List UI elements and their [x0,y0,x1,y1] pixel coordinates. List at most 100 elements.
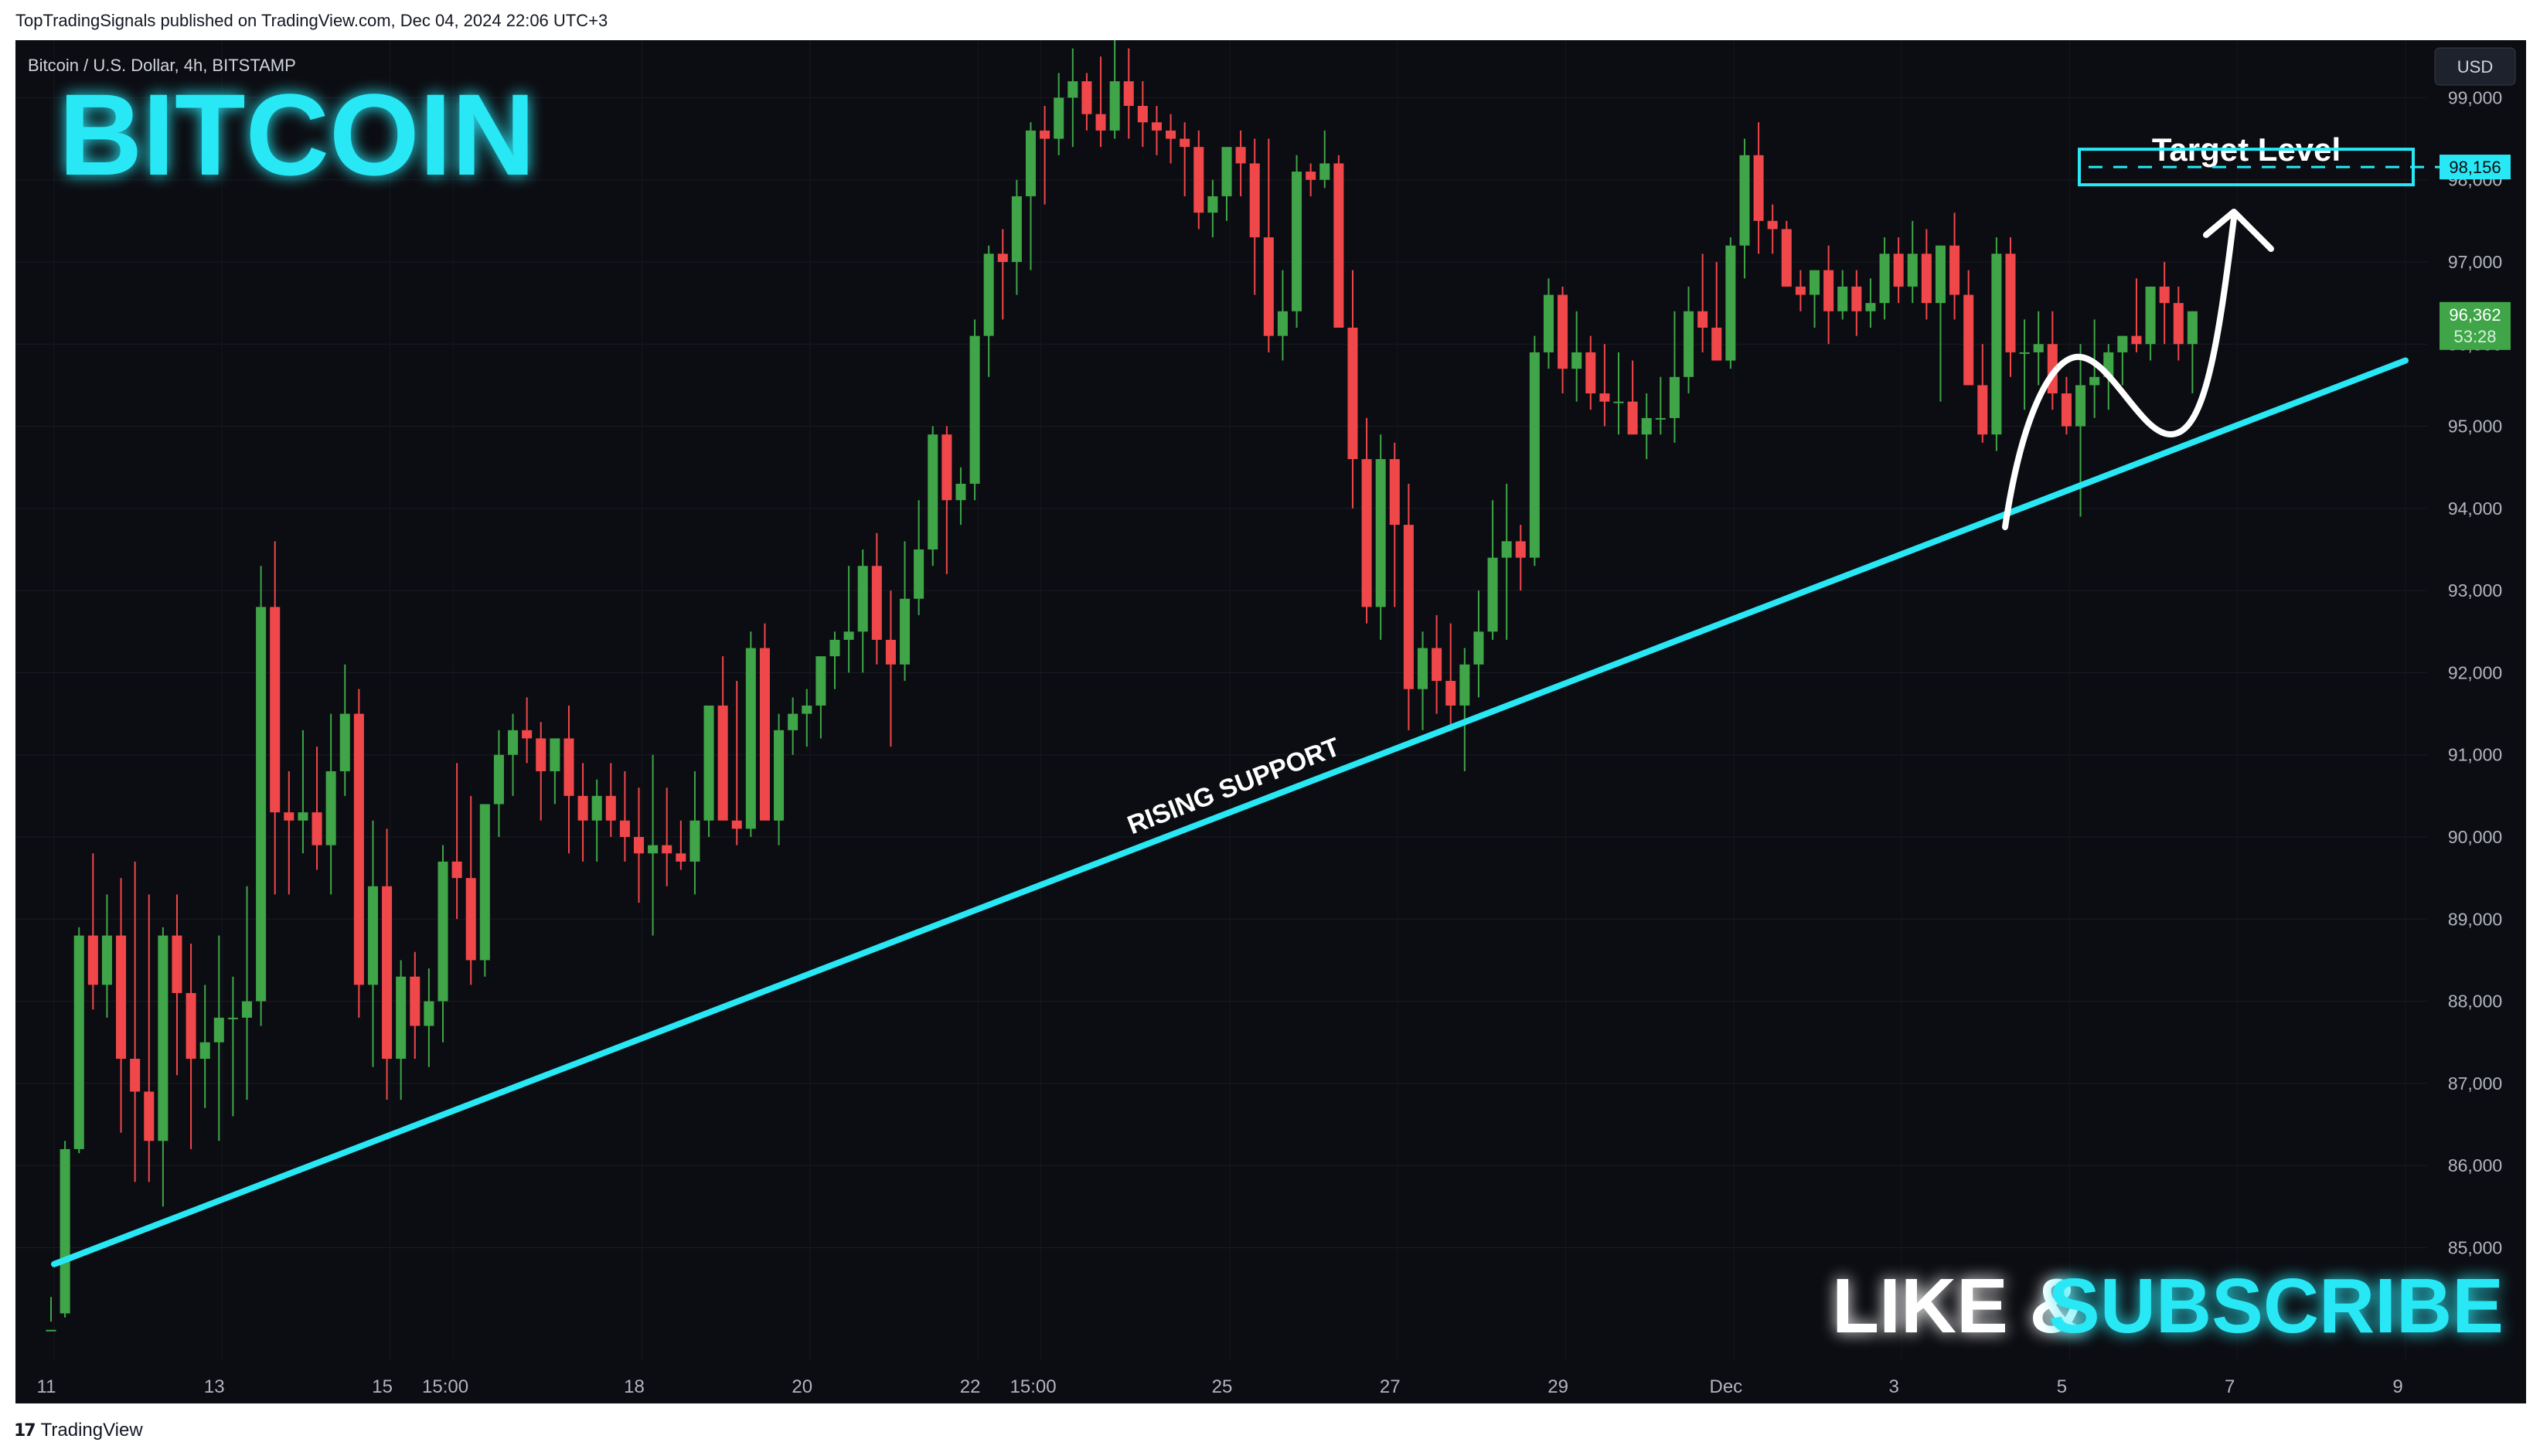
brand-name: TradingView [40,1420,143,1441]
candle-body [1109,81,1120,131]
price-tick-label: 99,000 [2448,87,2502,107]
candle-body [1501,541,1512,558]
candle-body [633,837,645,854]
candle-body [983,253,994,336]
candle-body [997,253,1008,262]
candle-body [871,566,882,640]
candle-body [1977,385,1988,435]
candle-body [2117,335,2128,352]
candle-body [1529,352,1540,558]
candle-body [1277,311,1288,336]
candle-body [1669,376,1680,418]
currency-label: USD [2457,57,2493,77]
candle-body [1907,253,1918,287]
candle-body [774,730,785,821]
candle-body [325,771,336,845]
candlestick-chart[interactable]: 85,000 86,000 87,000 88,000 89,000 90,000 91,0… [15,40,2526,1403]
candle-body [1879,253,1890,304]
candle-body [1585,352,1596,394]
time-tick-label: 22 [960,1376,981,1397]
time-tick-label: 27 [1380,1376,1401,1397]
candle-body [676,853,686,862]
subscribe-text: SUBSCRIBE [2048,1263,2504,1349]
candle-body [451,861,462,879]
candle-body [1795,286,1806,295]
candle-body [465,878,476,961]
candle-body [1991,253,2002,435]
candle-body [928,434,938,549]
tradingview-footer: 17 TradingView [14,1419,143,1442]
candle-body [2089,376,2100,386]
candle-body [1599,393,1610,402]
candle-body [1306,172,1316,180]
time-tick-label: 15 [372,1376,393,1397]
candle-body [508,730,519,755]
candle-body [1263,237,1274,336]
candle-body [1193,147,1204,213]
candle-body [759,648,770,821]
candle-body [1095,114,1106,131]
candle-body [2019,352,2030,354]
candle-body [199,1042,210,1059]
candle-body [1249,163,1260,238]
candle-body [1655,417,1666,420]
candle-body [815,656,826,706]
currency-button[interactable]: USD [2434,47,2516,86]
time-tick-label: 13 [204,1376,225,1397]
candle-body [2187,311,2198,345]
candle-body [1292,172,1302,311]
candle-body [213,1017,224,1043]
candle-body [298,812,308,821]
candle-body [1432,648,1442,682]
time-tick-label: 15:00 [422,1376,468,1397]
candle-body [438,861,448,1002]
candle-body [284,812,295,821]
price-tick-label: 93,000 [2448,580,2502,600]
candle-body [955,483,966,501]
candle-body [1851,286,1862,311]
candle-body [1473,631,1484,665]
candle-body [172,935,182,993]
rising-support-label: RISING SUPPORT [1123,732,1343,840]
candle-body [1151,122,1162,131]
price-tick-label: 89,000 [2448,909,2502,929]
price-axis: 85,000 86,000 87,000 88,000 89,000 90,000 91,0… [2448,87,2502,1257]
time-tick-label: 18 [624,1376,645,1397]
candle-body [843,631,854,640]
price-tick-label: 87,000 [2448,1073,2502,1094]
candle-body [969,335,980,484]
candle-body [1515,541,1526,558]
chart-panel[interactable]: 85,000 86,000 87,000 88,000 89,000 90,000 91,0… [15,40,2526,1403]
candle-body [1571,352,1582,369]
bar-countdown: 53:28 [2453,327,2496,346]
time-tick-label: Dec [1710,1376,1743,1397]
candle-body [1235,147,1246,164]
candle-body [479,804,490,961]
candle-body [703,705,714,821]
time-tick-label: 3 [1888,1376,1898,1397]
candle-body [563,738,574,796]
candle-body [1417,648,1428,689]
candle-body [2173,303,2184,345]
price-tick-label: 88,000 [2448,992,2502,1012]
candle-body [1459,664,1470,706]
candle-body [1375,459,1386,607]
candle-body [1739,155,1750,246]
candle-body [1123,81,1134,107]
candle-body [1137,106,1148,123]
target-price: 98,156 [2449,158,2501,177]
projection-arrowhead-icon [2203,209,2274,252]
candle-body [619,820,630,838]
grid-lines [15,40,2427,1362]
candle-body [577,795,588,821]
candle-body [1893,253,1904,287]
time-tick-label: 5 [2057,1376,2067,1397]
candle-body [116,935,127,1059]
candle-body [1725,245,1736,361]
candle-body [1711,328,1722,361]
candle-body [2131,335,2142,345]
price-tick-label: 91,000 [2448,745,2502,765]
like-text: LIKE & [1832,1263,2085,1349]
candle-body [424,1001,434,1026]
publish-info: TopTradingSignals published on TradingVi… [15,11,608,30]
